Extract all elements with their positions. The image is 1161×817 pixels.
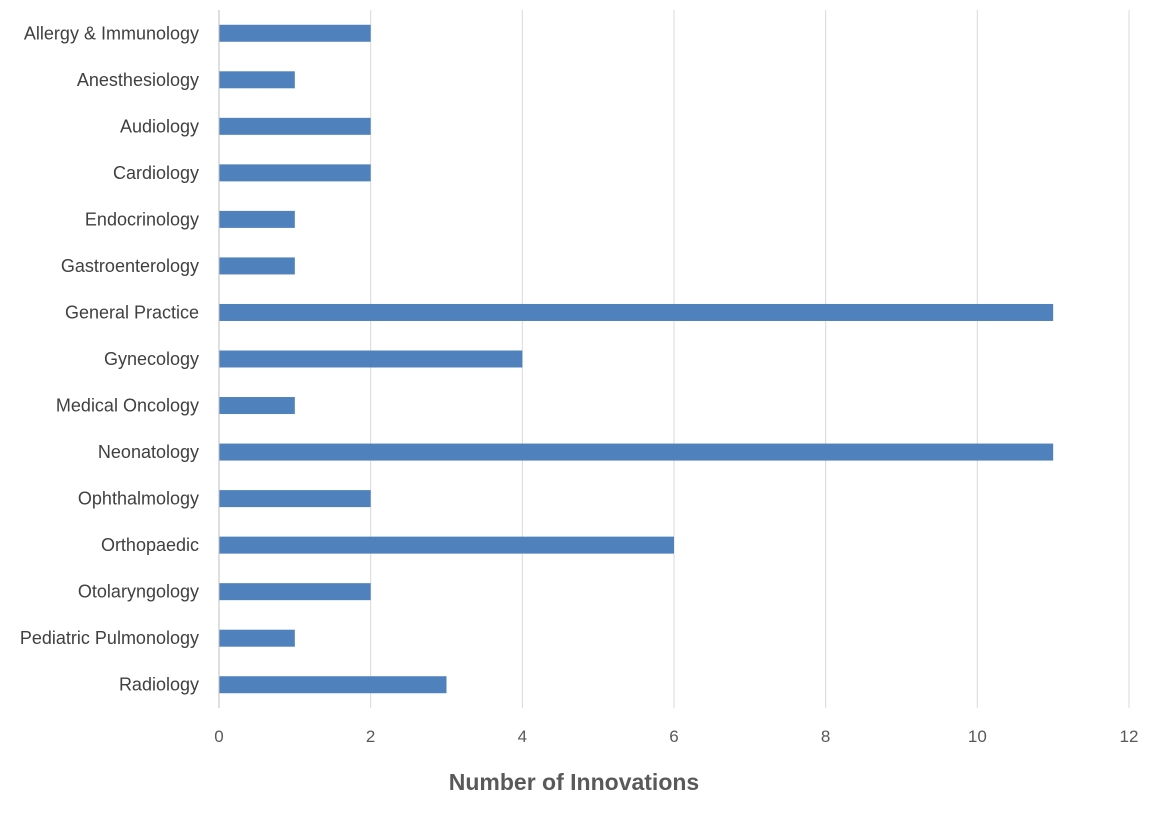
category-label: Orthopaedic <box>101 535 199 555</box>
bar <box>219 443 1054 461</box>
category-label: Otolaryngology <box>78 582 199 602</box>
bar <box>219 303 1054 321</box>
category-label: Gynecology <box>104 349 199 369</box>
bar <box>219 117 371 135</box>
category-label: Gastroenterology <box>61 256 199 276</box>
bar <box>219 164 371 182</box>
x-tick-label: 0 <box>214 727 223 746</box>
category-label: Anesthesiology <box>77 70 199 90</box>
bar <box>219 536 674 554</box>
x-tick-labels: 0 2 4 6 8 10 12 <box>214 727 1138 746</box>
bars <box>219 24 1054 694</box>
bar <box>219 676 447 694</box>
x-tick-label: 8 <box>821 727 830 746</box>
category-labels: Allergy & Immunology Anesthesiology Audiol… <box>20 23 199 694</box>
bar <box>219 350 523 368</box>
x-axis-title: Number of Innovations <box>449 769 699 795</box>
x-tick-label: 2 <box>366 727 375 746</box>
bar <box>219 397 295 415</box>
bar <box>219 24 371 42</box>
category-label: Pediatric Pulmonology <box>20 628 199 648</box>
bar <box>219 583 371 601</box>
x-tick-label: 10 <box>968 727 987 746</box>
bar <box>219 629 295 647</box>
category-label: General Practice <box>65 302 199 322</box>
category-label: Neonatology <box>98 442 199 462</box>
category-label: Medical Oncology <box>56 396 199 416</box>
x-tick-label: 12 <box>1120 727 1139 746</box>
bar <box>219 490 371 508</box>
bar <box>219 71 295 89</box>
category-label: Cardiology <box>113 163 199 183</box>
x-tick-label: 4 <box>518 727 527 746</box>
bar <box>219 210 295 228</box>
category-label: Allergy & Immunology <box>24 23 199 43</box>
category-label: Ophthalmology <box>78 489 199 509</box>
x-tick-label: 6 <box>669 727 678 746</box>
bar <box>219 257 295 275</box>
category-label: Endocrinology <box>85 209 199 229</box>
category-label: Radiology <box>119 675 199 695</box>
category-label: Audiology <box>120 116 199 136</box>
